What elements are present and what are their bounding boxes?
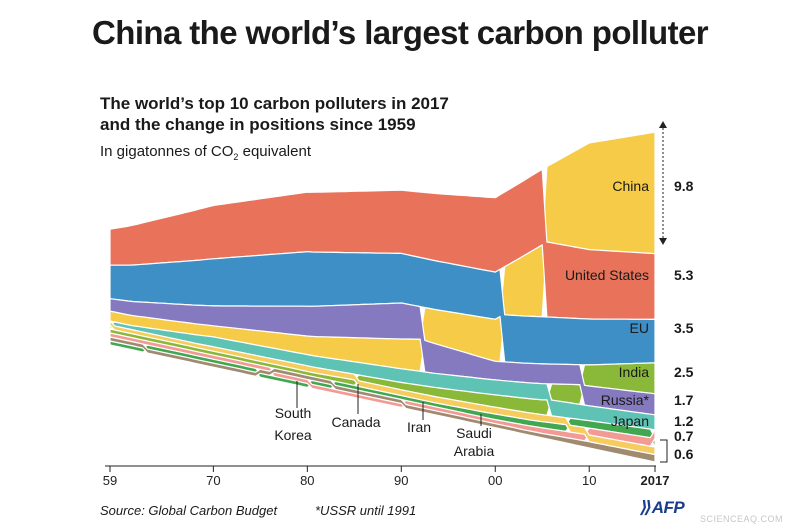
x-tick-label: 2017 [641, 473, 670, 488]
unit-suffix: equivalent [238, 143, 311, 160]
subtitle-line-1: The world’s top 10 carbon polluters in 2… [100, 94, 449, 113]
callout-canada: Canada [331, 414, 380, 430]
unit-label: In gigatonnes of CO2 equivalent [100, 143, 311, 162]
series-labels: China 9.8 United States 5.3 EU 3.5 India 2.5 Rus… [565, 121, 694, 463]
band-canada [109, 320, 656, 456]
bracket-arrow-down [659, 238, 667, 245]
subtitle-line-2: and the change in positions since 1959 [100, 115, 416, 134]
series-end-label: India [619, 364, 650, 380]
series-end-value: 3.5 [674, 320, 694, 336]
x-tick-label: 80 [300, 473, 314, 488]
series-end-label: EU [630, 320, 649, 336]
bracket-arrow-up [659, 121, 667, 128]
series-callouts: South Korea Canada Iran Saudi Arabia [274, 405, 494, 459]
unit-prefix: In gigatonnes of CO [100, 143, 234, 160]
series-end-value: 9.8 [674, 178, 694, 194]
series-end-value: 1.2 [674, 413, 694, 429]
callout-south-korea: South Korea [274, 405, 312, 443]
x-tick-label: 59 [103, 473, 117, 488]
afp-logo: ⟫AFP [640, 498, 685, 517]
series-end-value: 5.3 [674, 267, 694, 283]
x-tick-label: 00 [488, 473, 502, 488]
unit-subscript: 2 [233, 152, 239, 162]
chart-subtitle: The world’s top 10 carbon polluters in 2… [100, 93, 520, 135]
series-end-label: Japan [611, 413, 649, 429]
x-tick-label: 70 [206, 473, 220, 488]
series-end-value: 2.5 [674, 364, 694, 380]
source-note: Source: Global Carbon Budget [100, 503, 278, 518]
callout-leader-lines [296, 381, 482, 426]
series-end-value: 1.7 [674, 392, 694, 408]
main-title: China the world’s largest carbon pollute… [92, 14, 709, 51]
callout-saudi-arabia: Saudi Arabia [454, 425, 495, 459]
x-tick-label: 10 [582, 473, 596, 488]
small-value-bracket [660, 439, 668, 463]
callout-iran: Iran [407, 419, 431, 435]
band-saudi-arabia [109, 336, 656, 463]
x-axis: 59 70 80 90 00 10 2017 [103, 465, 670, 488]
afp-logo-text: AFP [651, 498, 685, 517]
watermark: SCIENCEAQ.COM [700, 514, 784, 524]
series-end-value: 0.6 [674, 446, 694, 462]
series-end-label: Russia* [601, 392, 650, 408]
x-tick-label: 90 [394, 473, 408, 488]
series-end-label: China [612, 178, 649, 194]
series-end-value: 0.7 [674, 428, 694, 444]
series-end-label: United States [565, 267, 649, 283]
stream-bands [109, 131, 656, 463]
footnote: *USSR until 1991 [315, 503, 417, 518]
